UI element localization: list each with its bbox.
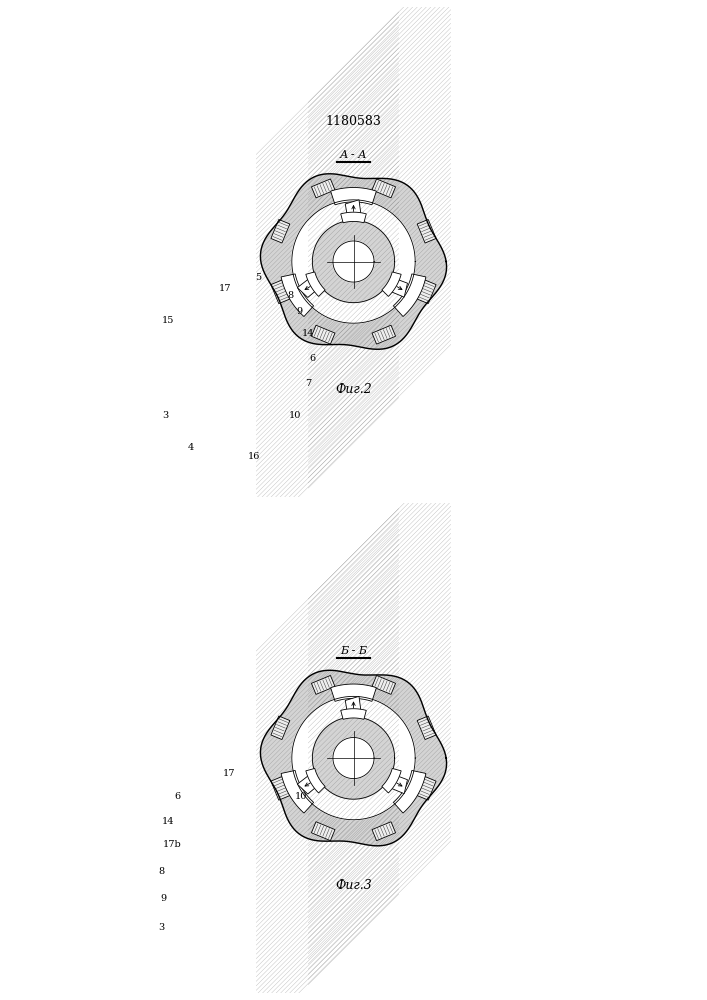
Polygon shape	[417, 219, 436, 243]
Polygon shape	[311, 675, 335, 694]
Polygon shape	[306, 272, 325, 296]
Polygon shape	[345, 696, 362, 717]
Polygon shape	[372, 675, 396, 694]
Polygon shape	[345, 200, 362, 220]
Polygon shape	[311, 325, 335, 344]
Polygon shape	[331, 684, 376, 701]
Text: 10: 10	[296, 792, 308, 801]
Polygon shape	[341, 212, 366, 223]
Text: 8: 8	[287, 291, 293, 300]
Polygon shape	[311, 179, 335, 198]
Text: 3: 3	[158, 923, 164, 932]
Polygon shape	[417, 716, 436, 740]
Polygon shape	[292, 200, 415, 323]
Polygon shape	[298, 771, 321, 794]
Text: 9: 9	[160, 894, 167, 903]
Polygon shape	[417, 777, 436, 800]
Text: 6: 6	[174, 792, 180, 801]
Polygon shape	[271, 280, 290, 304]
Polygon shape	[382, 272, 401, 296]
Text: 1180583: 1180583	[325, 115, 382, 128]
Polygon shape	[312, 717, 395, 799]
Text: 7: 7	[305, 379, 311, 388]
Text: 9: 9	[296, 307, 303, 316]
Text: 17: 17	[218, 284, 230, 293]
Polygon shape	[372, 325, 396, 344]
Polygon shape	[260, 670, 447, 846]
Text: 14: 14	[302, 329, 315, 338]
Text: 6: 6	[310, 354, 316, 363]
Polygon shape	[292, 696, 415, 820]
Polygon shape	[311, 822, 335, 841]
Text: 8: 8	[158, 867, 164, 876]
Polygon shape	[333, 737, 374, 779]
Text: 17: 17	[223, 769, 235, 778]
Polygon shape	[260, 174, 447, 349]
Text: Б - Б: Б - Б	[340, 646, 367, 656]
Polygon shape	[333, 241, 374, 282]
Text: Фиг.2: Фиг.2	[335, 383, 372, 396]
Polygon shape	[341, 709, 366, 719]
Polygon shape	[393, 770, 426, 813]
Polygon shape	[271, 716, 290, 740]
Text: 17b: 17b	[163, 840, 182, 849]
Text: 10: 10	[288, 411, 301, 420]
Polygon shape	[385, 277, 407, 297]
Text: 14: 14	[162, 817, 175, 826]
Polygon shape	[385, 774, 407, 794]
Text: 15: 15	[162, 316, 174, 325]
Text: 4: 4	[187, 443, 194, 452]
Text: 5: 5	[255, 273, 262, 282]
Polygon shape	[382, 768, 401, 793]
Polygon shape	[417, 280, 436, 304]
Polygon shape	[312, 220, 395, 303]
Polygon shape	[306, 768, 325, 793]
Polygon shape	[372, 179, 396, 198]
Text: 3: 3	[163, 411, 169, 420]
Text: 16: 16	[247, 452, 260, 461]
Text: Фиг.3: Фиг.3	[335, 879, 372, 892]
Polygon shape	[271, 219, 290, 243]
Polygon shape	[281, 274, 314, 317]
Polygon shape	[271, 777, 290, 800]
Polygon shape	[393, 274, 426, 317]
Polygon shape	[372, 822, 396, 841]
Polygon shape	[298, 275, 321, 297]
Polygon shape	[331, 188, 376, 205]
Polygon shape	[281, 770, 314, 813]
Text: А - А: А - А	[340, 150, 367, 160]
